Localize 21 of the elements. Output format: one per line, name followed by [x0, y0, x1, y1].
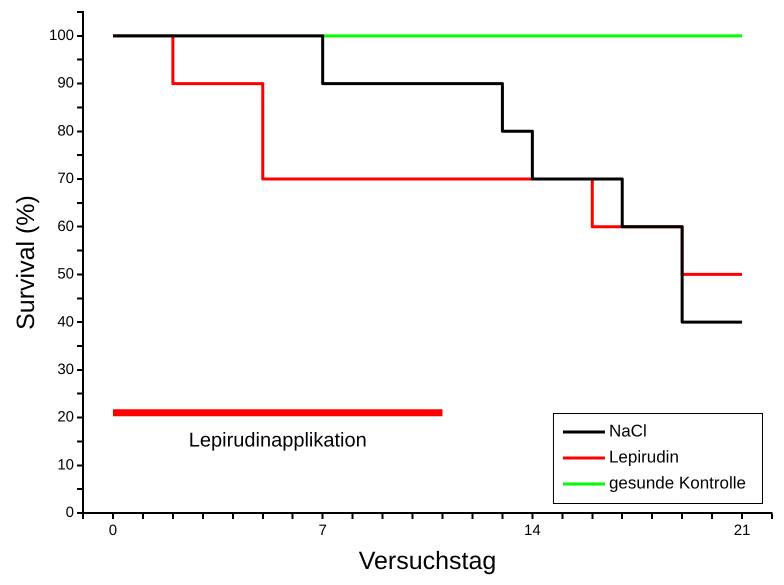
x-tick-label: 14 [524, 522, 541, 540]
y-tick-label: 10 [57, 456, 74, 474]
y-tick-label: 70 [57, 170, 74, 188]
y-tick-label: 20 [57, 408, 74, 426]
y-tick-label: 50 [57, 266, 74, 283]
y-tick-label: 30 [57, 361, 74, 378]
x-tick-label: 0 [108, 522, 118, 540]
y-tick-label: 80 [57, 122, 74, 140]
x-tick-label: 7 [318, 522, 327, 540]
legend-label: gesunde Kontrolle [608, 474, 746, 493]
legend-label: Lepirudin [608, 448, 679, 467]
x-axis-title: Versuchstag [358, 546, 496, 575]
y-tick-label: 100 [48, 27, 74, 44]
y-axis-title: Survival (%) [12, 195, 40, 330]
annotation: Lepirudinapplikation [188, 429, 367, 452]
y-tick-label: 90 [57, 74, 74, 92]
legend-label: NaCl [608, 422, 647, 441]
x-tick-label: 21 [734, 522, 750, 540]
y-tick-label: 60 [57, 218, 74, 235]
y-tick-label: 0 [66, 504, 74, 522]
y-tick-label: 40 [57, 313, 74, 330]
